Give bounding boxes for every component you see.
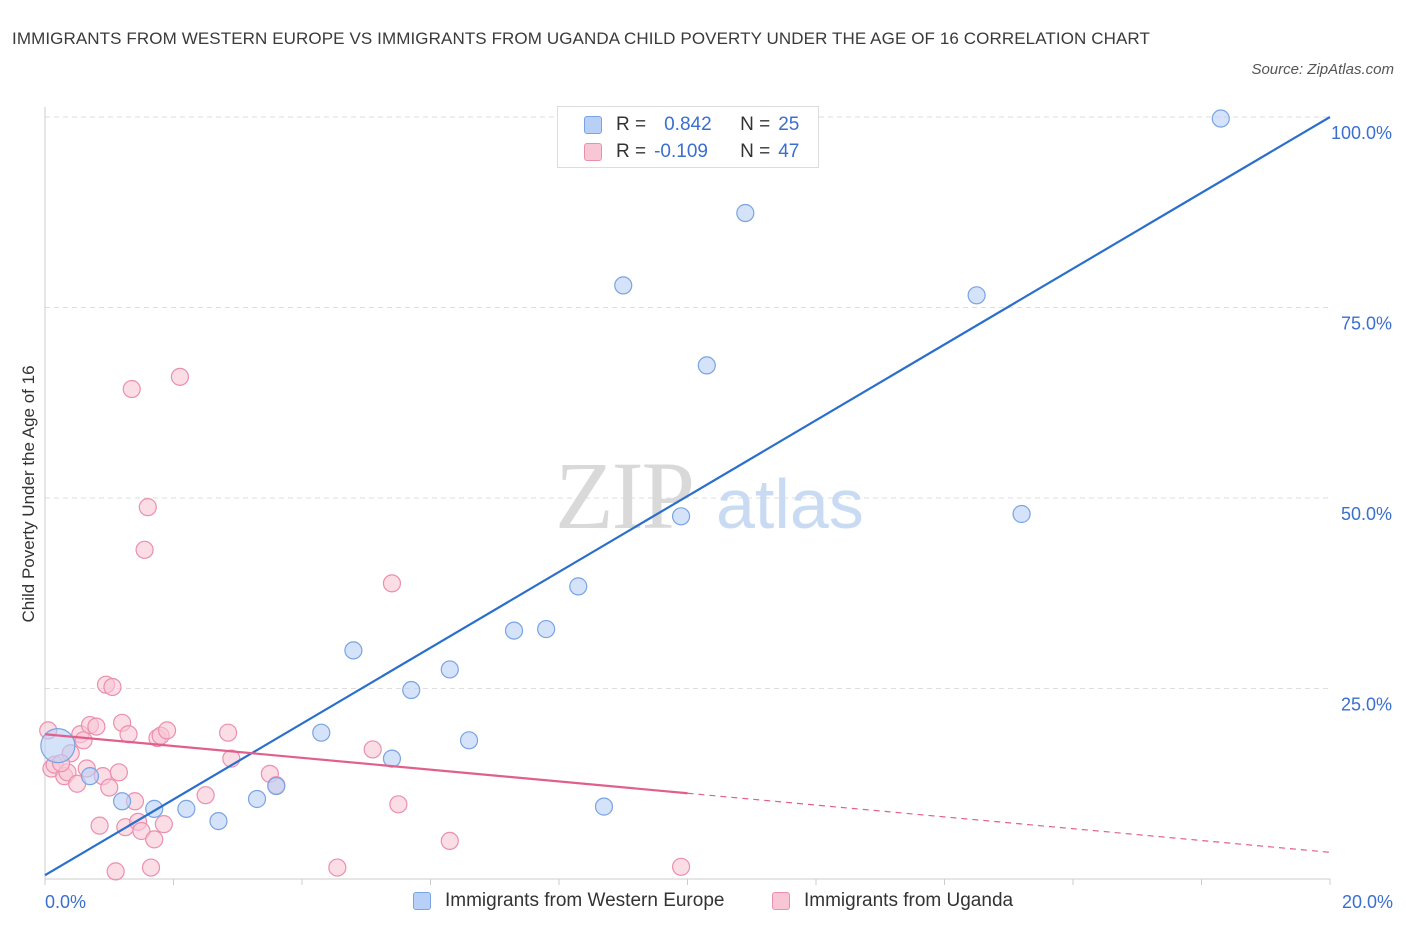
data-point xyxy=(594,797,614,816)
data-point xyxy=(177,799,196,818)
data-point xyxy=(736,203,755,223)
data-point xyxy=(154,815,173,834)
data-point xyxy=(141,858,161,877)
source-label: Source: ZipAtlas.com xyxy=(1251,61,1394,78)
data-point xyxy=(109,763,128,782)
data-point xyxy=(697,356,716,375)
trend-line-solid xyxy=(44,116,1331,877)
data-point xyxy=(671,507,691,526)
data-point xyxy=(382,574,402,593)
n-value-blue: 25 xyxy=(778,114,800,135)
legend-item-western-europe[interactable]: Immigrants from Western Europe xyxy=(413,890,724,912)
legend-label-western-europe: Immigrants from Western Europe xyxy=(445,890,725,911)
data-point xyxy=(74,731,93,750)
data-point xyxy=(328,858,347,877)
data-point xyxy=(459,731,479,750)
stats-row-blue: R = 0.842 N = 25 xyxy=(584,112,799,138)
data-point xyxy=(135,540,154,559)
legend-item-uganda[interactable]: Immigrants from Uganda xyxy=(772,890,1013,912)
data-point xyxy=(402,680,421,700)
x-tick-label: 0.0% xyxy=(45,892,86,912)
data-point xyxy=(569,577,588,596)
data-point xyxy=(209,811,228,831)
data-point xyxy=(440,660,459,679)
data-point xyxy=(312,723,331,742)
data-point xyxy=(389,795,408,814)
y-tick-label: 25.0% xyxy=(1341,695,1392,715)
watermark: ZIP atlas xyxy=(555,442,864,549)
data-point xyxy=(157,721,177,740)
gridlines xyxy=(45,116,1330,689)
data-point xyxy=(344,641,363,660)
y-axis-label: Child Poverty Under the Age of 16 xyxy=(19,365,38,622)
r-label: R = xyxy=(616,141,647,162)
chart-title: IMMIGRANTS FROM WESTERN EUROPE VS IMMIGR… xyxy=(12,29,1150,48)
data-point xyxy=(145,830,164,849)
data-point xyxy=(100,778,119,797)
data-point xyxy=(440,831,459,851)
r-value-blue: 0.842 xyxy=(664,114,712,135)
tick-labels: 25.0% 50.0% 75.0% 100.0% 0.0% 20.0% xyxy=(45,123,1393,912)
y-tick-label: 75.0% xyxy=(1341,314,1392,334)
data-point xyxy=(267,776,286,796)
data-point xyxy=(132,821,151,841)
data-point xyxy=(537,619,556,639)
data-point xyxy=(87,717,106,736)
data-point xyxy=(247,789,267,809)
n-label: N = xyxy=(740,141,771,162)
data-point xyxy=(80,767,100,786)
legend: Immigrants from Western Europe Immigrant… xyxy=(0,890,1406,916)
watermark-zip: ZIP xyxy=(555,442,693,549)
data-point xyxy=(196,786,215,805)
y-tick-label: 50.0% xyxy=(1341,504,1392,524)
data-point xyxy=(614,276,633,295)
stats-row-pink: R = -0.109 N = 47 xyxy=(584,139,799,165)
data-point xyxy=(138,498,157,517)
watermark-atlas: atlas xyxy=(716,465,864,543)
data-point xyxy=(170,367,190,386)
data-point xyxy=(1211,109,1230,128)
data-point xyxy=(90,816,109,835)
x-tick-label: 20.0% xyxy=(1342,892,1393,912)
data-point xyxy=(122,379,141,399)
trend-lines xyxy=(44,116,1331,877)
data-point xyxy=(106,862,125,881)
data-point xyxy=(1012,504,1031,524)
data-point xyxy=(112,792,132,811)
n-label: N = xyxy=(740,114,771,135)
data-point xyxy=(363,740,382,759)
data-point xyxy=(119,725,138,744)
r-label: R = xyxy=(616,114,647,135)
data-point xyxy=(504,621,524,640)
stats-box: R = 0.842 N = 25 R = -0.109 N = 47 xyxy=(557,106,819,168)
data-point xyxy=(219,723,238,742)
r-value-pink: -0.109 xyxy=(654,141,708,162)
pink-swatch-icon xyxy=(772,892,790,910)
blue-swatch-icon xyxy=(584,116,602,134)
trend-line-dashed xyxy=(687,792,1331,853)
trend-line-solid xyxy=(44,733,688,795)
y-tick-label: 100.0% xyxy=(1331,123,1392,143)
n-value-pink: 47 xyxy=(778,141,800,162)
legend-label-uganda: Immigrants from Uganda xyxy=(804,890,1014,911)
data-point xyxy=(671,857,691,876)
data-point xyxy=(967,286,986,305)
pink-swatch-icon xyxy=(584,143,602,161)
blue-swatch-icon xyxy=(413,892,431,910)
data-point xyxy=(103,677,122,697)
